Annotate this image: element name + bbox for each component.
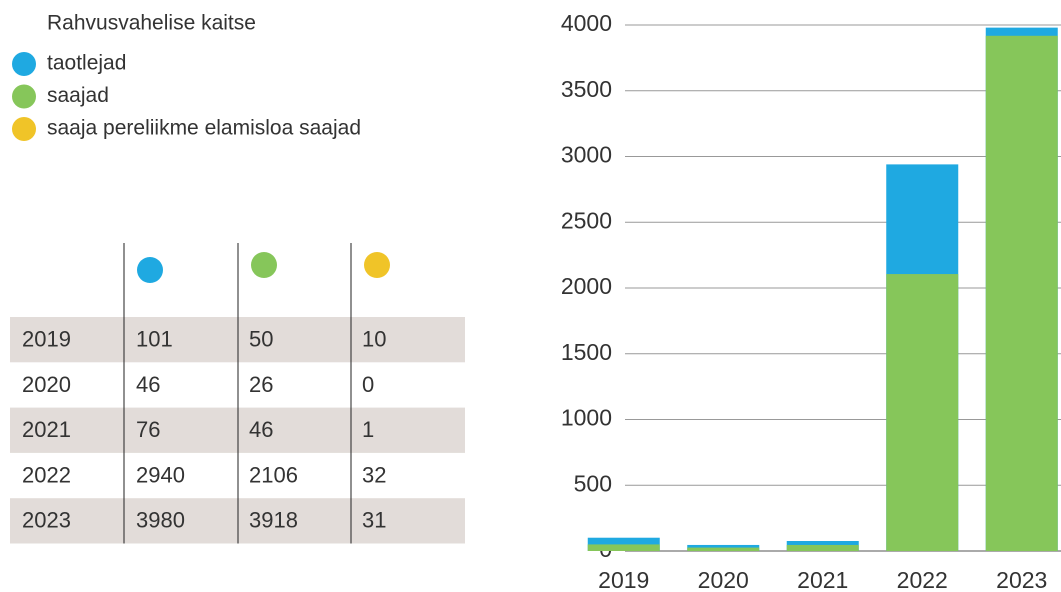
table-cell: 46 [249,417,273,442]
y-tick-label: 2500 [561,207,612,233]
table-year: 2022 [22,462,71,487]
table-cell: 46 [136,372,160,397]
y-tick-label: 1500 [561,339,612,365]
legend-dot [12,52,36,76]
x-tick-label: 2020 [698,567,749,592]
bar [687,547,760,551]
table-cell: 2106 [249,462,298,487]
legend-dot [12,84,36,109]
y-tick-label: 1000 [561,405,612,431]
y-tick-label: 500 [574,470,612,496]
legend-label: saajad [47,84,109,107]
y-tick-label: 3500 [561,76,612,102]
bar [587,544,660,551]
x-tick-label: 2021 [797,567,848,592]
table-cell: 2940 [136,462,185,487]
table-cell: 10 [362,326,386,351]
table-header-dot [137,257,163,283]
y-tick-label: 2000 [561,273,612,299]
bar [985,35,1058,551]
table-cell: 101 [136,326,173,351]
x-tick-label: 2019 [598,567,649,592]
y-tick-label: 3000 [561,142,612,168]
table-header-dot [364,252,390,278]
x-tick-label: 2022 [897,567,948,592]
bar [786,544,859,551]
table-cell: 31 [362,508,386,533]
table-year: 2020 [22,372,71,397]
table-year: 2023 [22,508,71,533]
x-tick-label: 2023 [996,567,1047,592]
legend-dot [12,117,36,141]
table-header-dot [251,252,277,278]
table-year: 2019 [22,326,71,351]
y-tick-label: 4000 [561,10,612,36]
table-cell: 3980 [136,508,185,533]
table-cell: 26 [249,372,273,397]
table-cell: 76 [136,417,160,442]
legend-title: Rahvusvahelise kaitse [47,12,256,35]
legend-label: saaja pereliikme elamisloa saajad [47,117,361,140]
table-cell: 1 [362,417,374,442]
table-cell: 3918 [249,508,298,533]
table-cell: 32 [362,462,386,487]
bar [886,274,959,551]
table-cell: 50 [249,326,273,351]
table-cell: 0 [362,372,374,397]
legend-label: taotlejad [47,52,126,75]
table-year: 2021 [22,417,71,442]
